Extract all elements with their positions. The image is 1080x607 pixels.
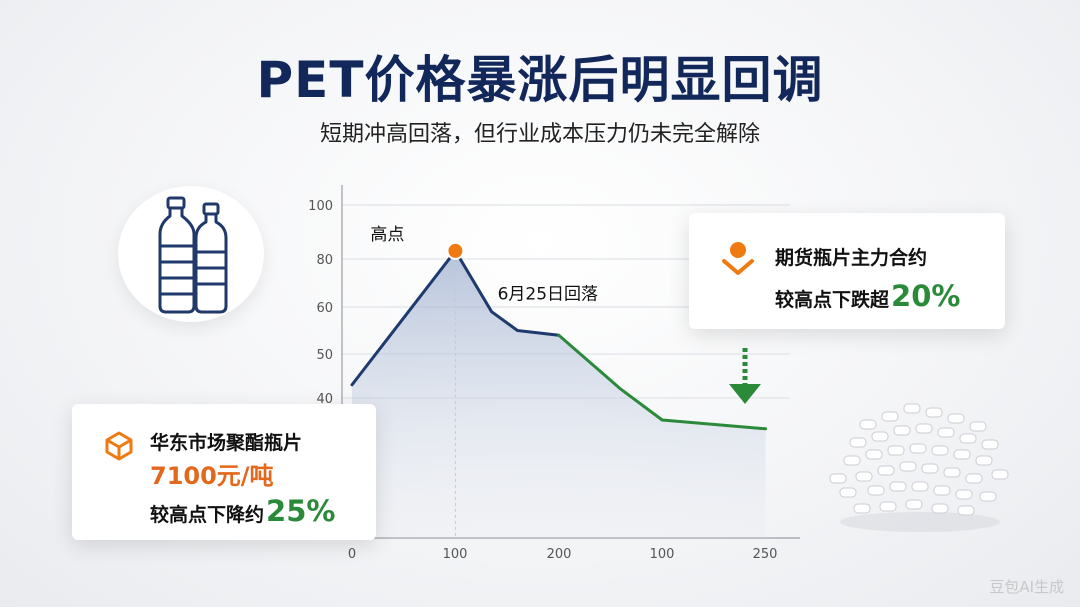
futures-card: 期货瓶片主力合约 较高点下跌超20% — [689, 213, 1005, 329]
peak-point — [446, 241, 465, 260]
series-line — [350, 249, 561, 387]
futures-card-change: 较高点下跌超20% — [775, 279, 961, 313]
watermark: 豆包AI生成 — [989, 578, 1064, 596]
y-tick-label: 80 — [316, 253, 333, 268]
area-fill — [352, 250, 766, 538]
y-tick-label: 100 — [308, 199, 333, 214]
y-tick-label: 50 — [316, 348, 333, 363]
page-subtitle: 短期冲高回落，但行业成本压力仍未完全解除 — [319, 122, 760, 147]
bottle-icon — [158, 196, 228, 314]
futures-card-title: 期货瓶片主力合约 — [775, 247, 928, 269]
x-tick-label: 0 — [348, 547, 356, 562]
x-tick-label: 100 — [650, 547, 675, 562]
annotation-peak: 高点 — [370, 225, 404, 245]
down-arrow-head — [729, 384, 761, 404]
pet-pellets-image — [829, 403, 1009, 532]
y-tick-label: 40 — [316, 392, 333, 407]
x-tick-label: 200 — [547, 547, 572, 562]
spot-card-change: 较高点下降约25% — [150, 494, 336, 528]
series-line — [557, 333, 768, 431]
y-tick-label: 60 — [316, 301, 333, 316]
page-title: PET价格暴涨后明显回调 — [256, 51, 824, 109]
bottle-illustration — [118, 186, 264, 322]
annotation-drop: 6月25日回落 — [498, 285, 598, 305]
spot-card: 华东市场聚酯瓶片 7100元/吨 较高点下降约25% — [72, 404, 376, 540]
orange-box-icon — [105, 431, 133, 461]
spot-card-price: 7100元/吨 — [150, 462, 274, 490]
orange-down-arrow-icon — [722, 242, 754, 275]
spot-card-title: 华东市场聚酯瓶片 — [150, 432, 303, 454]
x-tick-label: 250 — [753, 547, 778, 562]
x-tick-label: 100 — [443, 547, 468, 562]
